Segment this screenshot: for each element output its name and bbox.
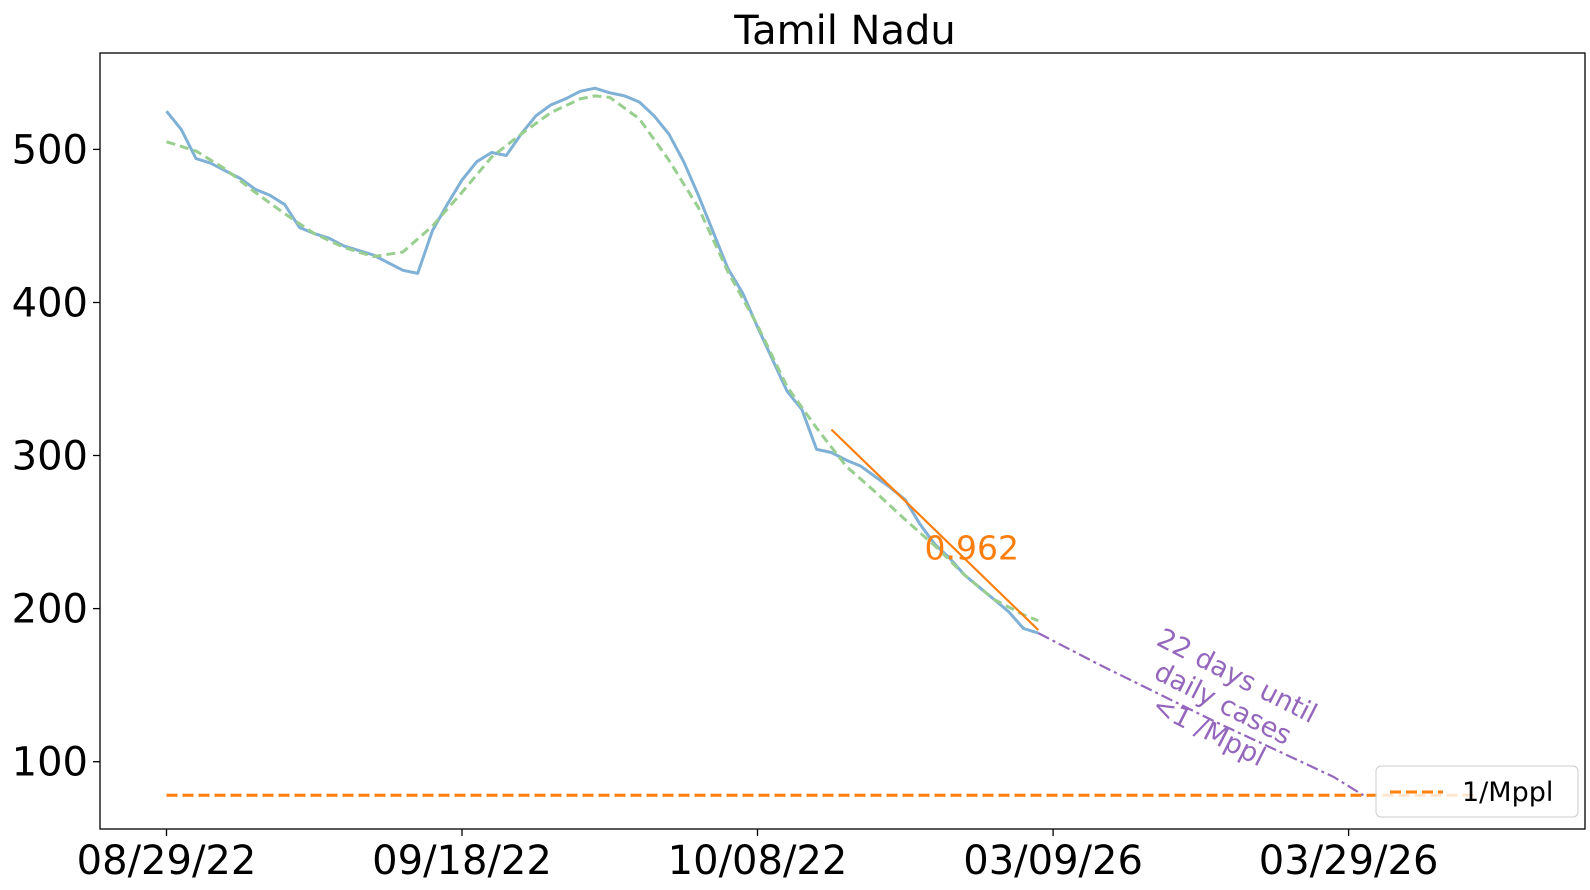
x-tick-label: 03/29/26: [1259, 838, 1439, 884]
slope-annotation: 0.962: [925, 529, 1019, 568]
smoothed-series-line: [166, 94, 1039, 623]
legend: 1/Mppl: [1375, 765, 1579, 818]
observed-series-line: [165, 86, 1039, 635]
x-tick-label: 03/09/26: [963, 838, 1143, 884]
y-tick-label: 200: [12, 587, 88, 633]
x-tick-label: 10/08/22: [668, 838, 848, 884]
series-layer: [165, 86, 1475, 797]
y-tick-label: 400: [12, 281, 88, 327]
fit-series-line: [830, 428, 1040, 631]
projection-series-line: [1037, 632, 1364, 797]
legend-label-threshold: 1/Mppl: [1462, 777, 1553, 808]
y-tick-label: 300: [12, 434, 88, 480]
chart-title: Tamil Nadu: [733, 8, 955, 54]
y-tick-label: 500: [12, 127, 88, 173]
x-tick-label: 09/18/22: [372, 838, 552, 884]
x-tick-label: 08/29/22: [77, 838, 257, 884]
y-tick-label: 100: [12, 740, 88, 786]
axis-layer: 100 200 300 400 500 08/29/22 09/18/22 10/08/22 0…: [12, 127, 1439, 884]
plot-area-frame: [99, 52, 1586, 830]
legend-box: [1375, 765, 1579, 818]
